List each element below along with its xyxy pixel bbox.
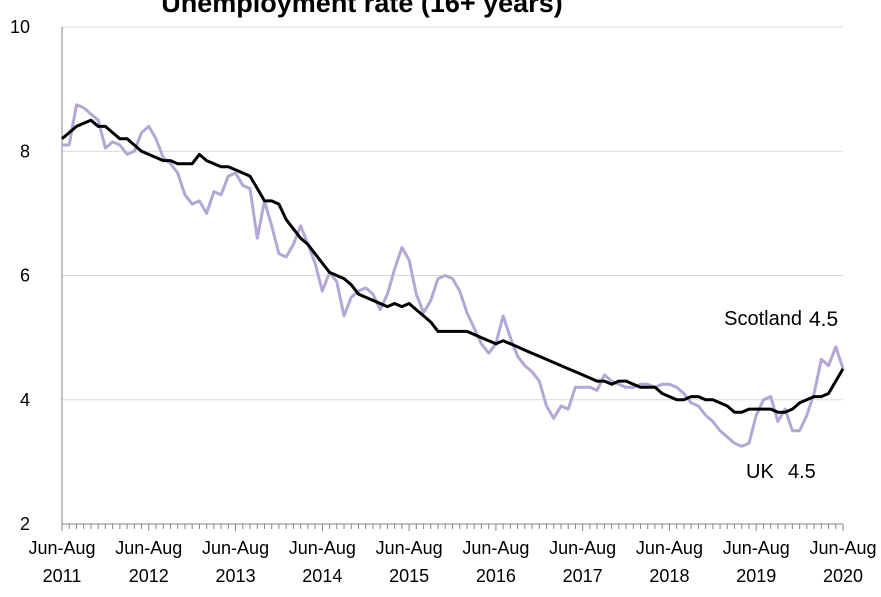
x-tick-label: Jun-Aug 2015 bbox=[376, 538, 443, 586]
y-tick-label: 8 bbox=[20, 141, 30, 161]
y-tick-label: 2 bbox=[20, 514, 30, 534]
series-line bbox=[62, 103, 845, 448]
end-value-label: 4.5 bbox=[788, 461, 816, 483]
y-tick-label: 10 bbox=[10, 17, 30, 37]
series-label: UK bbox=[746, 461, 774, 483]
x-tick-label: Jun-Aug 2020 bbox=[809, 538, 876, 586]
end-value-label: 4.5 bbox=[809, 308, 838, 331]
x-tick-label: Jun-Aug 2018 bbox=[636, 538, 703, 586]
x-tick-label: Jun-Aug 2016 bbox=[462, 538, 529, 586]
series-line bbox=[61, 118, 845, 414]
y-tick-label: 4 bbox=[20, 390, 30, 410]
x-tick-label: Jun-Aug 2012 bbox=[115, 538, 182, 586]
x-tick-label: Jun-Aug 2019 bbox=[723, 538, 790, 586]
y-tick-label: 6 bbox=[20, 266, 30, 286]
x-tick-label: Jun-Aug 2017 bbox=[549, 538, 616, 586]
x-tick-label: Jun-Aug 2014 bbox=[289, 538, 356, 586]
x-tick-label: Jun-Aug 2013 bbox=[202, 538, 269, 586]
chart-title: Unemployment rate (16+ years) bbox=[161, 0, 562, 18]
x-tick-label: Jun-Aug 2011 bbox=[28, 538, 95, 586]
series-label: Scotland bbox=[724, 308, 802, 330]
